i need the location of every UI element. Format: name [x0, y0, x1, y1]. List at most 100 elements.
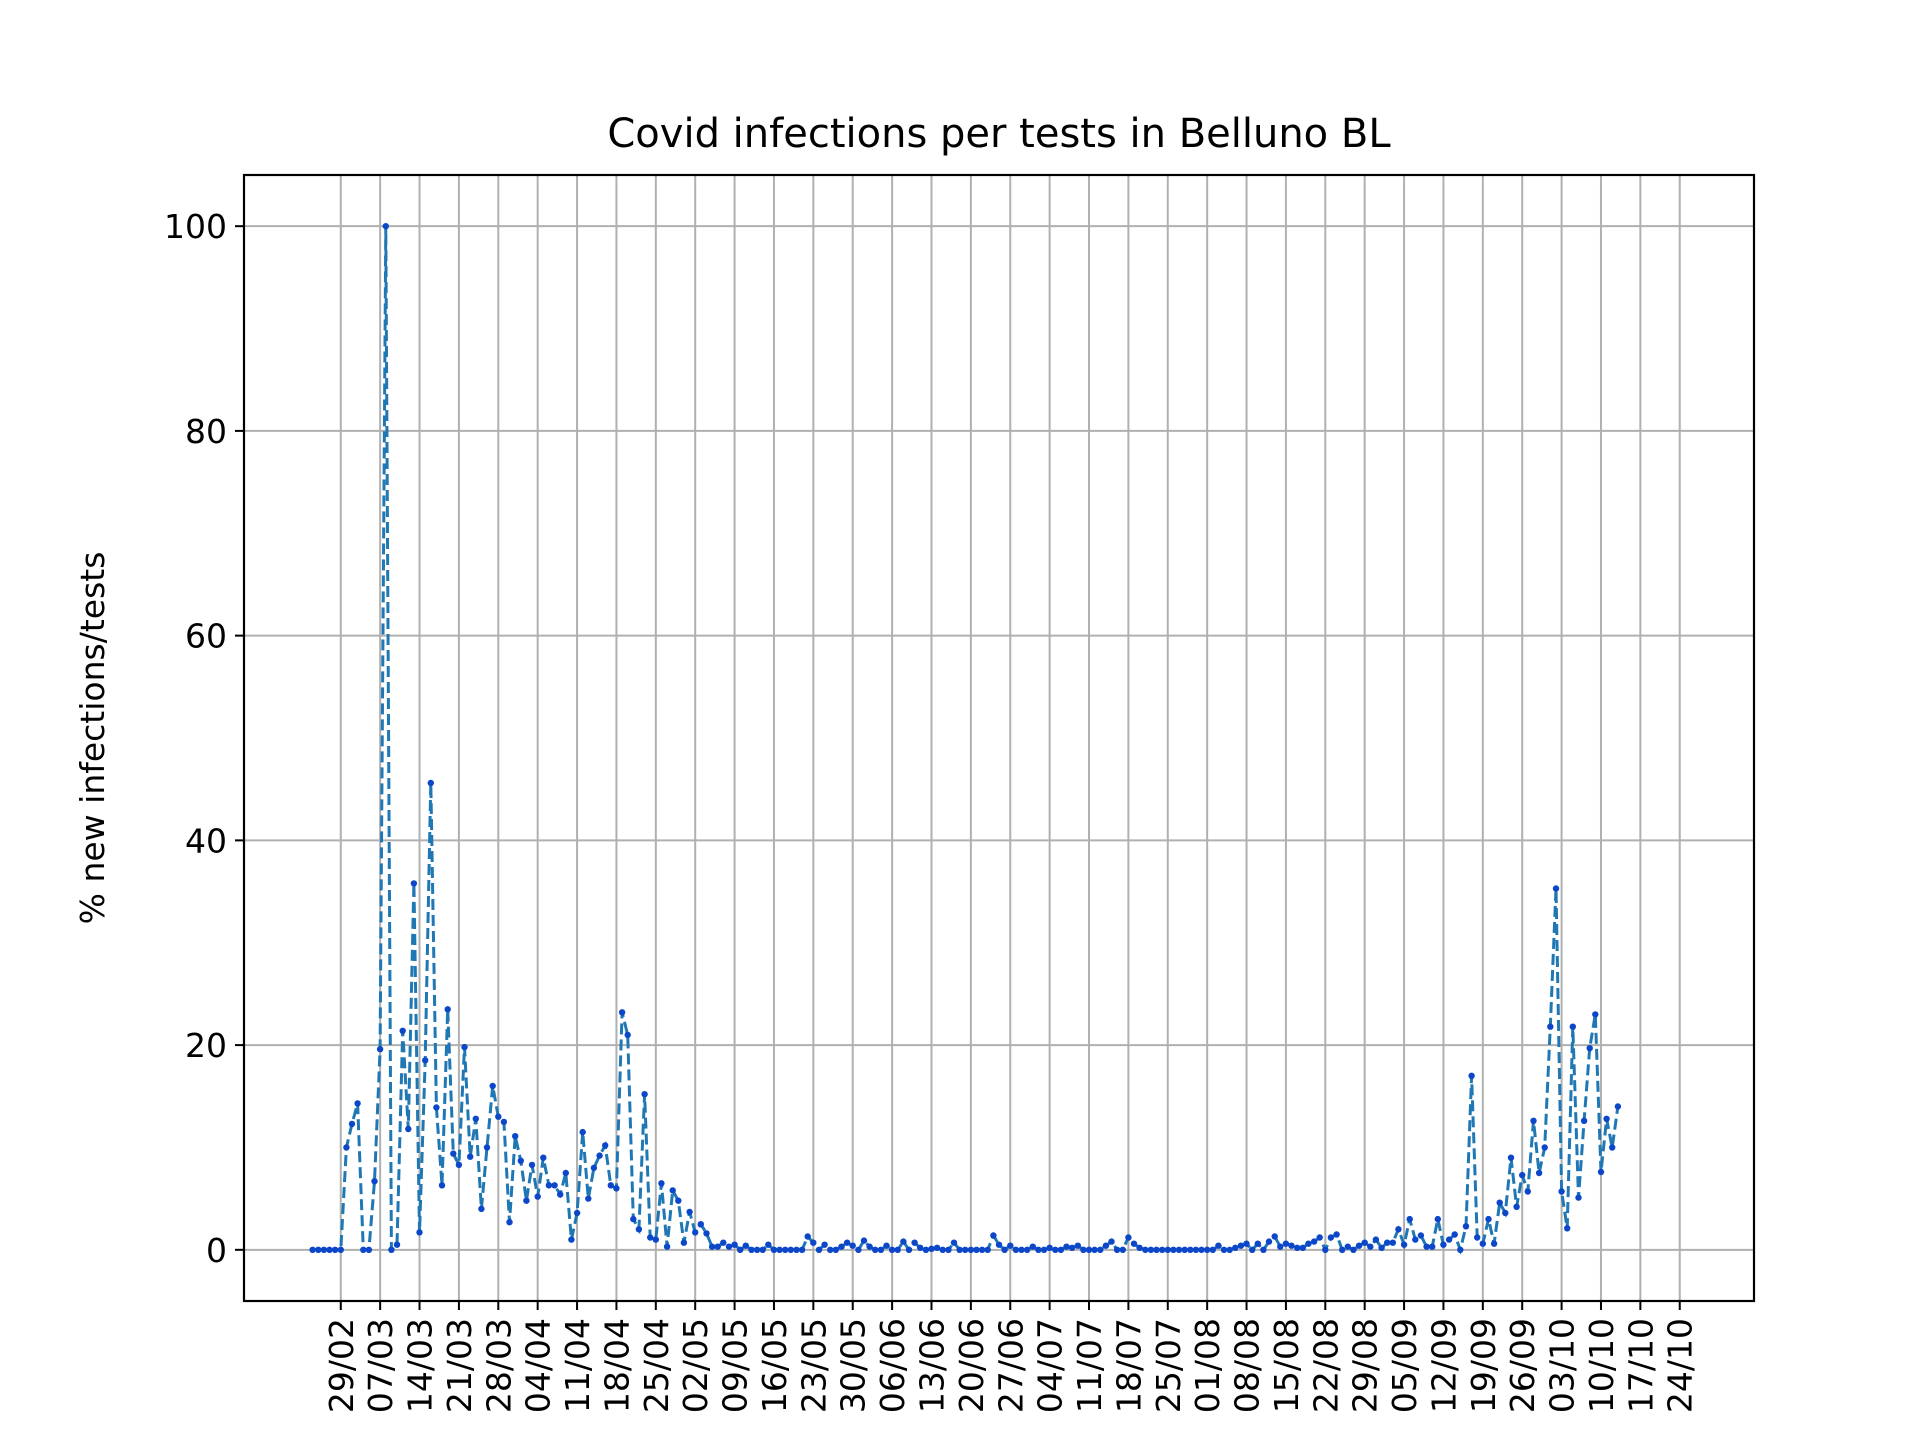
grid-layer [244, 175, 1754, 1301]
data-point [1429, 1243, 1436, 1250]
x-tick-label: 21/03 [440, 1318, 479, 1413]
data-point [405, 1125, 412, 1133]
data-point [562, 1169, 569, 1177]
data-point [1282, 1240, 1290, 1247]
x-tick-label: 23/05 [794, 1318, 833, 1413]
data-point [1367, 1243, 1374, 1250]
data-point [1164, 1246, 1172, 1254]
data-point [371, 1178, 378, 1185]
data-point [455, 1161, 463, 1169]
data-point [1220, 1246, 1228, 1254]
data-point [590, 1164, 598, 1172]
data-point [1001, 1246, 1008, 1254]
data-point [1378, 1244, 1385, 1252]
x-tick-label: 18/07 [1109, 1318, 1148, 1413]
data-point [1215, 1242, 1222, 1249]
data-point [573, 1209, 581, 1217]
data-point [1530, 1117, 1537, 1125]
x-tick-label: 28/03 [479, 1318, 518, 1413]
x-tick-label: 12/09 [1424, 1318, 1463, 1413]
data-point [1254, 1240, 1262, 1247]
x-tick-label: 22/08 [1306, 1318, 1345, 1413]
data-point [467, 1153, 474, 1160]
data-point [602, 1142, 609, 1149]
x-tick-label: 17/10 [1621, 1318, 1660, 1413]
data-point [1372, 1236, 1380, 1243]
data-point [1575, 1194, 1582, 1201]
x-tick-label: 06/06 [873, 1318, 912, 1413]
data-point [596, 1152, 603, 1159]
data-point [1344, 1243, 1352, 1250]
data-point [1108, 1238, 1115, 1245]
data-point [331, 1246, 339, 1254]
data-point [635, 1226, 643, 1233]
data-point [1136, 1244, 1143, 1252]
data-point [613, 1185, 620, 1192]
data-point [855, 1246, 862, 1254]
data-point [1406, 1215, 1413, 1223]
data-point [1479, 1240, 1487, 1247]
data-point [1080, 1246, 1087, 1254]
data-point [753, 1246, 761, 1254]
data-point [725, 1243, 733, 1250]
data-point [1592, 1011, 1599, 1018]
data-point [647, 1234, 654, 1241]
data-point [1305, 1240, 1312, 1247]
data-point [1468, 1072, 1475, 1080]
data-point [309, 1246, 316, 1254]
data-point [337, 1246, 344, 1254]
data-point [967, 1246, 975, 1254]
data-point [1068, 1244, 1076, 1252]
x-tick-label: 20/06 [952, 1318, 991, 1413]
data-point [444, 1006, 451, 1013]
x-tick-label: 27/06 [991, 1318, 1030, 1413]
data-point [1552, 885, 1560, 892]
data-point [1513, 1203, 1520, 1211]
data-point [1586, 1045, 1593, 1052]
data-point [422, 1057, 429, 1064]
data-point [1204, 1246, 1211, 1254]
data-point [995, 1241, 1003, 1248]
data-point [922, 1246, 930, 1254]
data-point [438, 1182, 446, 1189]
x-tick-label: 15/08 [1267, 1318, 1306, 1413]
data-point [962, 1246, 969, 1254]
data-point [416, 1229, 423, 1236]
data-point [1277, 1243, 1284, 1250]
data-point [1299, 1244, 1307, 1252]
data-point [1249, 1246, 1256, 1254]
data-point [731, 1241, 738, 1248]
data-point [1192, 1246, 1200, 1254]
data-point [956, 1246, 963, 1254]
data-point [832, 1246, 839, 1254]
data-point [1547, 1023, 1554, 1030]
data-point [1609, 1144, 1616, 1151]
data-point [652, 1236, 659, 1243]
data-point [1496, 1199, 1503, 1206]
data-point [1569, 1023, 1577, 1030]
data-point [1271, 1233, 1278, 1240]
data-point [973, 1246, 980, 1254]
data-point [1063, 1243, 1070, 1250]
data-point [1451, 1231, 1458, 1238]
data-point [939, 1246, 946, 1254]
x-tick-label: 25/07 [1149, 1318, 1188, 1413]
data-point [1023, 1246, 1031, 1254]
data-point [1142, 1246, 1149, 1254]
data-point [557, 1191, 564, 1198]
data-point [585, 1195, 592, 1202]
series-layer [309, 223, 1622, 1255]
data-point [354, 1100, 361, 1107]
data-point [928, 1245, 935, 1253]
data-point [618, 1009, 626, 1016]
data-point [1310, 1238, 1318, 1245]
data-point [1260, 1246, 1267, 1254]
data-point [866, 1243, 873, 1250]
data-point [1091, 1246, 1098, 1254]
data-point [765, 1241, 772, 1248]
x-tick-label: 04/04 [519, 1318, 558, 1413]
x-tick-label: 07/03 [361, 1318, 400, 1413]
data-point [1474, 1234, 1481, 1241]
data-point [933, 1244, 941, 1252]
